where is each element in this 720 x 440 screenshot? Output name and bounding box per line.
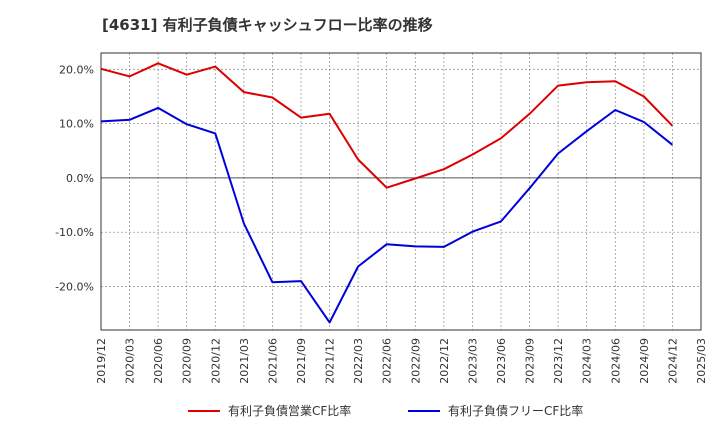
y-tick-label: -10.0% xyxy=(55,226,94,239)
x-tick-label: 2022/09 xyxy=(409,338,422,384)
x-tick-label: 2022/12 xyxy=(438,338,451,384)
y-axis-ticks: 20.0% 10.0% 0.0% -10.0% -20.0% xyxy=(55,63,94,293)
x-tick-label: 2021/09 xyxy=(295,338,308,384)
x-tick-label: 2019/12 xyxy=(95,338,108,384)
series-lines xyxy=(100,62,674,324)
x-tick-label: 2021/03 xyxy=(238,338,251,384)
x-tick-label: 2021/06 xyxy=(266,338,279,384)
x-tick-label: 2024/09 xyxy=(638,338,651,384)
x-tick-label: 2020/09 xyxy=(181,338,194,384)
x-tick-label: 2020/12 xyxy=(209,338,222,384)
x-tick-label: 2023/09 xyxy=(524,338,537,384)
x-tick-label: 2024/03 xyxy=(581,338,594,384)
y-tick-label: -20.0% xyxy=(55,281,94,294)
y-tick-label: 10.0% xyxy=(59,118,94,131)
series-line-2 xyxy=(100,106,674,324)
plot-frame xyxy=(100,52,702,331)
x-tick-label: 2025/03 xyxy=(695,338,708,384)
x-tick-label: 2024/06 xyxy=(609,338,622,384)
chart-title: [4631] 有利子負債キャッシュフロー比率の推移 xyxy=(102,16,433,34)
grid-lines xyxy=(101,53,701,330)
x-tick-label: 2023/03 xyxy=(466,338,479,384)
x-axis-ticks: 2019/12 2020/03 2020/06 2020/09 2020/12 2021/… xyxy=(95,338,708,384)
x-tick-label: 2020/03 xyxy=(124,338,137,384)
y-tick-label: 0.0% xyxy=(66,172,94,185)
series-line-1 xyxy=(100,62,674,189)
x-tick-label: 2021/12 xyxy=(324,338,337,384)
x-tick-label: 2022/03 xyxy=(352,338,365,384)
legend-label-1: 有利子負債営業CF比率 xyxy=(228,403,351,418)
x-tick-label: 2022/06 xyxy=(381,338,394,384)
legend: 有利子負債営業CF比率 有利子負債フリーCF比率 xyxy=(188,403,583,418)
x-tick-label: 2023/06 xyxy=(495,338,508,384)
legend-label-2: 有利子負債フリーCF比率 xyxy=(448,403,583,418)
x-tick-label: 2024/12 xyxy=(666,338,679,384)
x-tick-label: 2023/12 xyxy=(552,338,565,384)
x-tick-label: 2020/06 xyxy=(152,338,165,384)
y-tick-label: 20.0% xyxy=(59,63,94,76)
